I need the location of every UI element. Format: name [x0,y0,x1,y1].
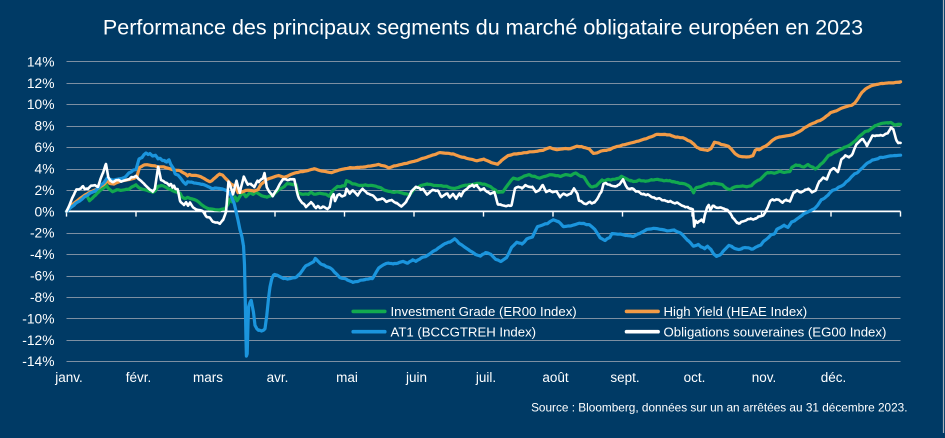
svg-text:janv.: janv. [54,370,83,385]
svg-text:juil.: juil. [475,370,496,385]
svg-text:14%: 14% [27,54,55,69]
svg-text:août: août [542,370,569,385]
svg-text:juin: juin [405,370,427,385]
svg-text:0%: 0% [35,204,55,219]
svg-text:10%: 10% [27,97,55,112]
svg-text:mars: mars [193,370,223,385]
svg-text:avr.: avr. [267,370,289,385]
svg-text:Obligations souveraines (EG00: Obligations souveraines (EG00 Index) [664,324,887,339]
svg-text:oct.: oct. [684,370,706,385]
svg-text:High Yield (HEAE Index): High Yield (HEAE Index) [664,304,808,319]
svg-text:12%: 12% [27,76,55,91]
svg-text:-4%: -4% [30,247,55,262]
svg-text:-10%: -10% [22,311,54,326]
svg-text:déc.: déc. [821,370,847,385]
svg-text:8%: 8% [35,119,55,134]
svg-text:Investment Grade (ER00 Index): Investment Grade (ER00 Index) [391,304,577,319]
svg-text:févr.: févr. [126,370,152,385]
svg-text:-8%: -8% [30,290,55,305]
svg-text:mai: mai [336,370,358,385]
svg-text:2%: 2% [35,183,55,198]
svg-text:-12%: -12% [22,333,54,348]
svg-text:4%: 4% [35,162,55,177]
svg-text:Performance des principaux seg: Performance des principaux segments du m… [103,15,863,39]
svg-text:Source : Bloomberg, données su: Source : Bloomberg, données sur un an ar… [531,400,907,414]
svg-text:nov.: nov. [752,370,777,385]
svg-text:AT1 (BCCGTREH Index): AT1 (BCCGTREH Index) [391,324,537,339]
svg-text:-14%: -14% [22,354,54,369]
svg-text:-6%: -6% [30,269,55,284]
svg-text:sept.: sept. [610,370,639,385]
svg-text:6%: 6% [35,140,55,155]
svg-text:-2%: -2% [30,226,55,241]
